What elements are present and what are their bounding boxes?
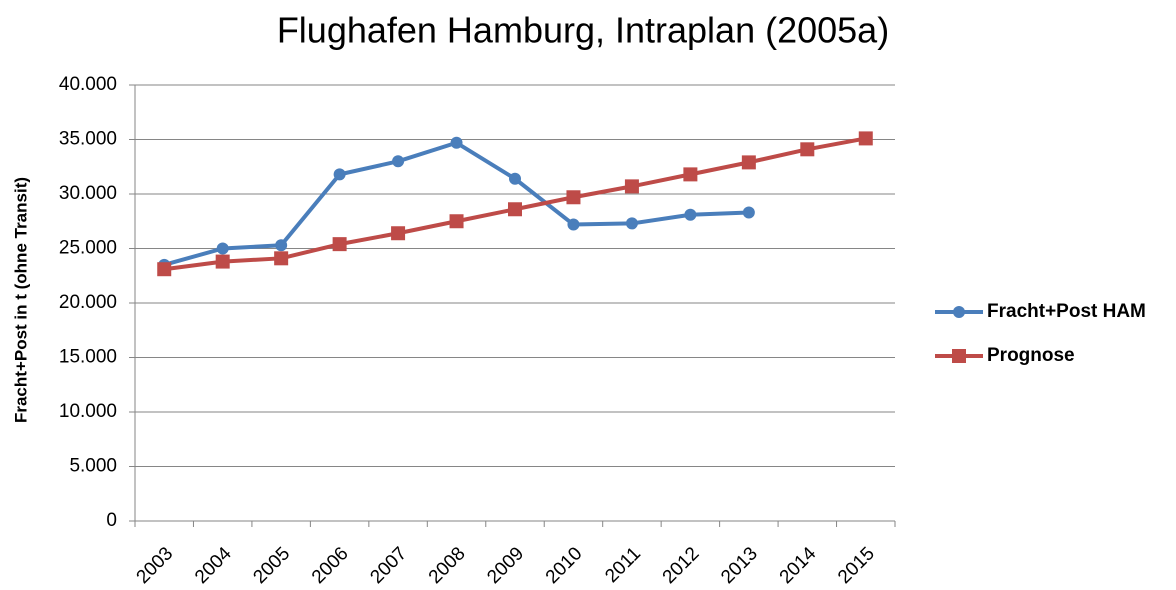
data-point bbox=[684, 208, 697, 221]
x-tick-label: 2003 bbox=[133, 543, 178, 588]
y-tick-label: 5.000 bbox=[69, 456, 117, 477]
data-point bbox=[566, 190, 581, 205]
legend-marker bbox=[952, 349, 966, 363]
x-tick-label: 2011 bbox=[601, 543, 645, 587]
data-point bbox=[508, 202, 522, 217]
x-tick-label: 2006 bbox=[308, 543, 353, 588]
data-point bbox=[567, 218, 580, 231]
x-tick-label: 2008 bbox=[425, 543, 470, 588]
legend-label: Fracht+Post HAM bbox=[987, 301, 1146, 322]
legend-label: Prognose bbox=[987, 345, 1075, 366]
y-tick-label: 10.000 bbox=[59, 401, 117, 422]
data-point bbox=[625, 217, 638, 230]
y-tick-label: 20.000 bbox=[59, 292, 117, 313]
data-point bbox=[157, 262, 172, 277]
y-tick-label: 25.000 bbox=[59, 238, 117, 259]
y-tick-label: 30.000 bbox=[59, 183, 117, 204]
x-tick-label: 2004 bbox=[191, 543, 236, 588]
x-tick-label: 2007 bbox=[366, 543, 411, 588]
x-tick-label: 2009 bbox=[483, 543, 528, 588]
data-point bbox=[332, 237, 347, 252]
data-point bbox=[216, 242, 229, 255]
x-tick-label: 2005 bbox=[249, 543, 294, 588]
data-point bbox=[449, 214, 464, 229]
data-point bbox=[215, 254, 230, 269]
data-point bbox=[741, 155, 756, 170]
y-tick-label: 40.000 bbox=[59, 74, 117, 95]
series-line bbox=[163, 140, 749, 267]
data-point bbox=[391, 226, 406, 241]
data-point bbox=[624, 179, 639, 194]
legend-marker bbox=[953, 306, 965, 318]
chart-title: Flughafen Hamburg, Intraplan (2005a) bbox=[277, 10, 889, 51]
x-tick-label: 2015 bbox=[834, 543, 879, 588]
x-tick-label: 2014 bbox=[776, 543, 821, 588]
data-point bbox=[450, 136, 463, 149]
y-tick-label: 0 bbox=[106, 510, 117, 531]
data-point bbox=[509, 172, 521, 185]
x-tick-label: 2010 bbox=[542, 543, 587, 588]
data-point bbox=[858, 131, 873, 146]
x-tick-label: 2012 bbox=[659, 543, 704, 588]
y-axis-label: Fracht+Post in t (ohne Transit) bbox=[11, 177, 30, 423]
data-point bbox=[275, 239, 288, 252]
y-tick-label: 15.000 bbox=[59, 347, 117, 368]
data-point bbox=[800, 142, 815, 157]
data-point bbox=[274, 251, 289, 266]
data-point bbox=[742, 206, 755, 219]
x-tick-label: 2013 bbox=[717, 543, 762, 588]
data-point bbox=[333, 168, 346, 181]
data-point bbox=[683, 167, 698, 182]
data-point bbox=[392, 155, 405, 168]
y-tick-label: 35.000 bbox=[59, 129, 117, 150]
